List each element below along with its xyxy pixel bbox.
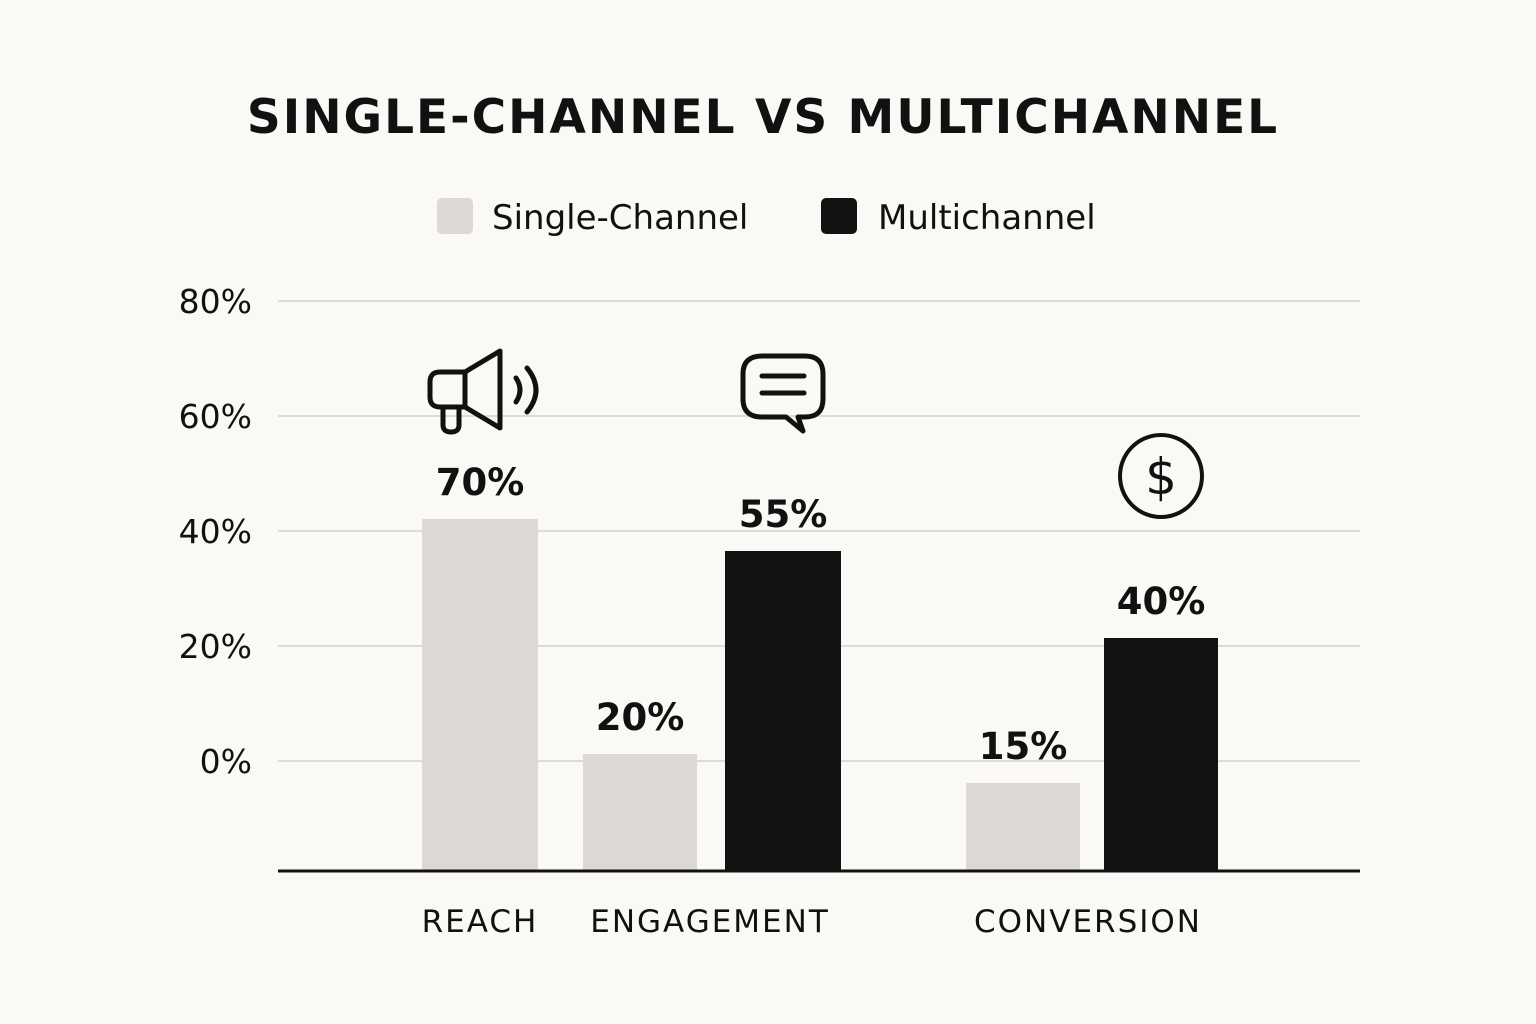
chart-title: SINGLE-CHANNEL VS MULTICHANNEL <box>247 90 1279 145</box>
category-label-engagement: ENGAGEMENT <box>590 904 830 940</box>
value-labels: 70% 20% 55% 15% 40% <box>436 461 1206 768</box>
bar-conversion-single-channel <box>966 783 1080 870</box>
y-tick-label-40: 40% <box>179 512 252 551</box>
value-label-engagement-multichannel: 55% <box>739 493 828 536</box>
y-tick-label-20: 20% <box>179 627 252 666</box>
bar-reach-single-channel <box>422 519 538 870</box>
megaphone-icon <box>427 348 539 435</box>
chat-bubble-icon <box>740 353 826 434</box>
legend-swatch-multichannel <box>821 198 857 234</box>
legend: Single-Channel Multichannel <box>437 198 1096 238</box>
svg-text:$: $ <box>1145 448 1177 506</box>
y-tick-label-60: 60% <box>179 397 252 436</box>
y-tick-label-0: 0% <box>200 742 252 781</box>
bars <box>422 519 1218 870</box>
bar-engagement-single-channel <box>583 754 697 870</box>
y-tick-label-80: 80% <box>179 282 252 321</box>
legend-label-multichannel: Multichannel <box>878 198 1096 238</box>
bar-conversion-multichannel <box>1104 638 1218 870</box>
value-label-reach-single-channel: 70% <box>436 461 525 504</box>
value-label-conversion-single-channel: 15% <box>979 725 1068 768</box>
value-label-conversion-multichannel: 40% <box>1117 580 1206 623</box>
dollar-circle-icon: $ <box>1118 433 1204 519</box>
bar-engagement-multichannel <box>725 551 841 870</box>
value-label-engagement-single-channel: 20% <box>596 696 685 739</box>
legend-label-single-channel: Single-Channel <box>492 198 748 238</box>
category-label-reach: REACH <box>422 904 539 940</box>
category-label-conversion: CONVERSION <box>974 904 1202 940</box>
legend-swatch-single-channel <box>437 198 473 234</box>
y-axis: 80% 60% 40% 20% 0% <box>179 282 252 781</box>
